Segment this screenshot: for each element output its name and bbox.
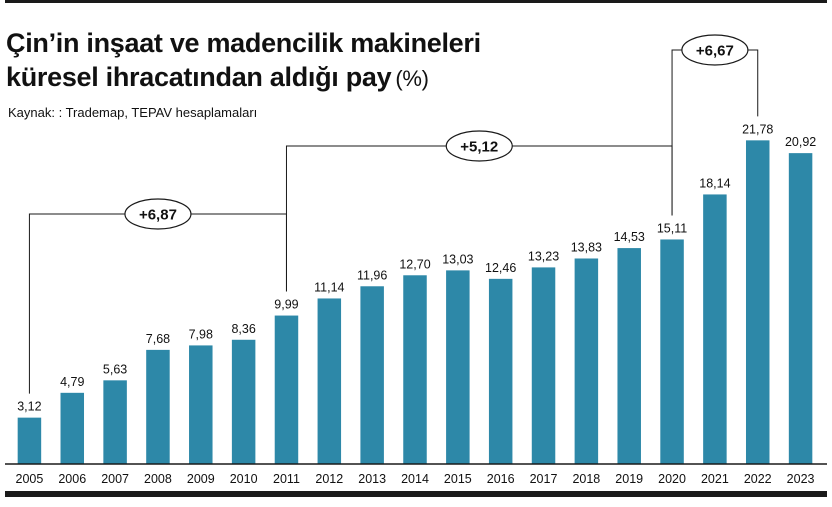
x-tick-2006: 2006 (58, 472, 86, 486)
bar-2011 (274, 315, 299, 464)
bar-2008 (146, 349, 170, 464)
value-label-2013: 11,96 (357, 268, 387, 282)
bar-2020 (660, 239, 684, 464)
bar-2022 (745, 140, 770, 465)
bracket-line-2 (285, 145, 673, 292)
x-tick-2009: 2009 (187, 472, 215, 486)
value-label-2006: 4,79 (60, 375, 84, 389)
x-tick-2013: 2013 (358, 472, 386, 486)
bracket-label-1: +6,87 (139, 207, 177, 224)
value-label-2015: 13,03 (442, 252, 473, 266)
x-tick-2022: 2022 (744, 472, 772, 486)
value-label-2005: 3,12 (17, 400, 41, 414)
x-tick-2016: 2016 (487, 472, 515, 486)
value-label-2011: 9,99 (274, 298, 298, 312)
bar-2009 (189, 345, 213, 464)
chart-title: Çin’in inşaat ve madencilik makineleri k… (6, 26, 646, 96)
top-rule (5, 0, 827, 3)
bar-2021 (703, 194, 727, 464)
x-tick-2005: 2005 (16, 472, 44, 486)
bracket-label-3: +6,67 (696, 43, 734, 60)
value-label-2016: 12,46 (485, 261, 516, 275)
x-tick-2017: 2017 (530, 472, 558, 486)
value-label-2010: 8,36 (231, 322, 255, 336)
x-tick-2007: 2007 (101, 472, 129, 486)
x-tick-2020: 2020 (658, 472, 686, 486)
x-tick-2010: 2010 (230, 472, 258, 486)
x-tick-2018: 2018 (572, 472, 600, 486)
bar-2023 (788, 153, 813, 465)
bracket-oval-2 (445, 130, 513, 162)
bar-2013 (360, 286, 384, 464)
value-label-2017: 13,23 (528, 249, 559, 263)
x-tick-2008: 2008 (144, 472, 172, 486)
value-label-2008: 7,68 (146, 332, 170, 346)
x-tick-2015: 2015 (444, 472, 472, 486)
bracket-oval-3 (681, 34, 749, 66)
x-tick-2014: 2014 (401, 472, 429, 486)
bracket-label-2: +5,12 (460, 139, 498, 156)
bar-2007 (103, 380, 127, 464)
bar-2010 (231, 339, 256, 464)
x-tick-2011: 2011 (273, 472, 300, 486)
bar-2017 (531, 267, 556, 464)
x-tick-2023: 2023 (787, 472, 815, 486)
value-label-2007: 5,63 (103, 362, 127, 376)
bar-2012 (317, 298, 342, 464)
bracket-oval-1 (124, 198, 192, 230)
value-label-2012: 11,14 (314, 280, 344, 294)
bar-2006 (60, 392, 85, 464)
bar-2019 (617, 248, 641, 464)
value-label-2009: 7,98 (189, 327, 213, 341)
value-label-2023: 20,92 (785, 135, 816, 149)
x-tick-2012: 2012 (315, 472, 343, 486)
value-label-2014: 12,70 (399, 257, 430, 271)
bar-2014 (403, 275, 427, 464)
title-line-1: Çin’in inşaat ve madencilik makineleri (6, 28, 481, 58)
x-tick-2019: 2019 (615, 472, 643, 486)
bottom-rule (5, 491, 827, 497)
value-label-2018: 13,83 (571, 240, 602, 254)
bar-2005 (17, 417, 42, 464)
value-label-2019: 14,53 (614, 230, 645, 244)
title-line-2-text: küresel ihracatından aldığı pay (6, 62, 392, 92)
value-label-2021: 18,14 (699, 176, 730, 190)
x-tick-2021: 2021 (701, 472, 729, 486)
bar-2016 (488, 278, 513, 464)
title-unit: (%) (395, 66, 429, 91)
bar-2018 (574, 258, 599, 464)
bar-2015 (446, 270, 470, 464)
source-note: Kaynak: : Trademap, TEPAV hesaplamaları (8, 105, 258, 120)
title-line-2: küresel ihracatından aldığı pay (%) (6, 60, 646, 96)
value-label-2020: 15,11 (657, 221, 687, 235)
value-label-2022: 21,78 (742, 122, 773, 136)
